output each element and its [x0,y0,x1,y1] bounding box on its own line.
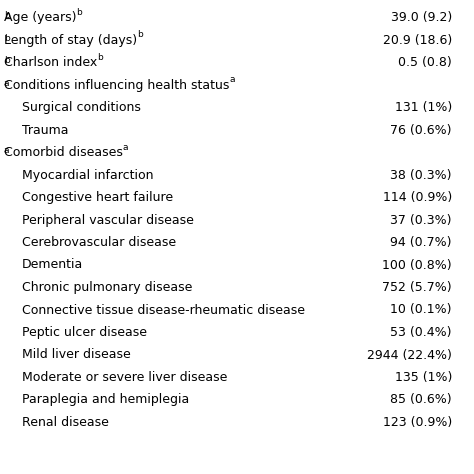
Text: b: b [137,30,143,39]
Text: a: a [4,146,9,155]
Text: Trauma: Trauma [22,124,69,137]
Text: 37 (0.3%): 37 (0.3%) [391,213,452,227]
Text: 123 (0.9%): 123 (0.9%) [383,416,452,429]
Text: Peripheral vascular disease: Peripheral vascular disease [22,213,194,227]
Text: 94 (0.7%): 94 (0.7%) [391,236,452,249]
Text: Comorbid diseases: Comorbid diseases [4,146,123,159]
Text: Mild liver disease: Mild liver disease [22,348,131,362]
Text: Cerebrovascular disease: Cerebrovascular disease [22,236,176,249]
Text: 38 (0.3%): 38 (0.3%) [391,168,452,182]
Text: b: b [76,8,82,17]
Text: a: a [229,75,235,84]
Text: Charlson index: Charlson index [4,56,97,69]
Text: Paraplegia and hemiplegia: Paraplegia and hemiplegia [22,393,189,407]
Text: Age (years): Age (years) [4,11,76,24]
Text: 0.5 (0.8): 0.5 (0.8) [398,56,452,69]
Text: 100 (0.8%): 100 (0.8%) [383,258,452,272]
Text: 752 (5.7%): 752 (5.7%) [383,281,452,294]
Text: Renal disease: Renal disease [22,416,109,429]
Text: 131 (1%): 131 (1%) [395,101,452,114]
Text: Myocardial infarction: Myocardial infarction [22,168,154,182]
Text: a: a [123,143,128,152]
Text: Length of stay (days): Length of stay (days) [4,34,137,46]
Text: Peptic ulcer disease: Peptic ulcer disease [22,326,147,339]
Text: b: b [4,56,10,65]
Text: b: b [97,53,103,62]
Text: 135 (1%): 135 (1%) [395,371,452,384]
Text: 20.9 (18.6): 20.9 (18.6) [383,34,452,46]
Text: Chronic pulmonary disease: Chronic pulmonary disease [22,281,192,294]
Text: b: b [4,11,10,20]
Text: 39.0 (9.2): 39.0 (9.2) [391,11,452,24]
Text: a: a [4,79,9,88]
Text: Surgical conditions: Surgical conditions [22,101,141,114]
Text: 85 (0.6%): 85 (0.6%) [391,393,452,407]
Text: 10 (0.1%): 10 (0.1%) [391,303,452,317]
Text: Dementia: Dementia [22,258,83,272]
Text: Moderate or severe liver disease: Moderate or severe liver disease [22,371,228,384]
Text: Congestive heart failure: Congestive heart failure [22,191,173,204]
Text: 2944 (22.4%): 2944 (22.4%) [367,348,452,362]
Text: 76 (0.6%): 76 (0.6%) [391,124,452,137]
Text: Conditions influencing health status: Conditions influencing health status [4,79,229,91]
Text: 114 (0.9%): 114 (0.9%) [383,191,452,204]
Text: 53 (0.4%): 53 (0.4%) [391,326,452,339]
Text: Connective tissue disease-rheumatic disease: Connective tissue disease-rheumatic dise… [22,303,305,317]
Text: b: b [4,34,10,43]
